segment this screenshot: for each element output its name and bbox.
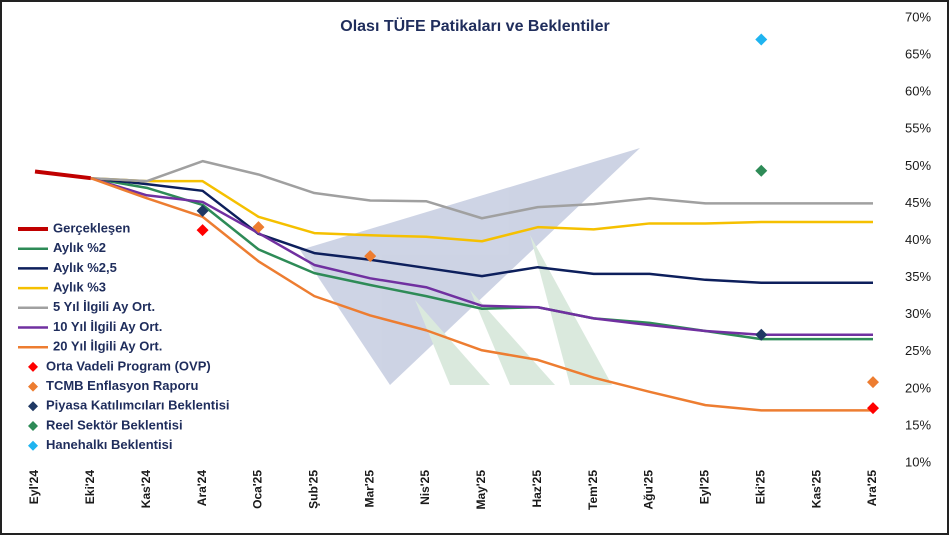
x-tick-label: Kas'25 [809, 470, 823, 509]
x-tick-label: Oca'25 [251, 470, 265, 509]
legend-swatch [28, 421, 38, 431]
x-tick-label: Eki'24 [83, 470, 97, 505]
legend-label: Orta Vadeli Program (OVP) [46, 358, 211, 373]
watermark-shape [470, 290, 555, 385]
legend-label: Aylık %2,5 [53, 260, 117, 275]
legend-label: Gerçekleşen [53, 220, 130, 235]
legend-swatch [28, 401, 38, 412]
x-tick-label: Nis'25 [418, 470, 432, 505]
series-line [90, 159, 873, 220]
x-tick-label: Ağu'25 [642, 470, 656, 510]
marker [867, 402, 879, 415]
x-tick-label: Eki'25 [753, 470, 767, 505]
legend-label: TCMB Enflasyon Raporu [46, 378, 198, 393]
watermark-shape [530, 235, 612, 385]
y-tick-label: 45% [905, 195, 931, 210]
series-line [34, 169, 92, 181]
series-line [90, 177, 873, 336]
series-line [90, 176, 873, 243]
series-line [90, 177, 873, 412]
x-tick-label: Ara'25 [865, 470, 879, 507]
y-tick-label: 20% [905, 380, 931, 395]
marker [364, 250, 377, 263]
legend-swatch [28, 361, 38, 372]
series-line [90, 176, 873, 341]
marker [252, 221, 265, 234]
legend-swatch [28, 381, 38, 392]
legend-label: 5 Yıl İlgili Ay Ort. [53, 299, 155, 314]
legend-label: Reel Sektör Beklentisi [46, 417, 183, 432]
legend-label: Aylık %2 [53, 240, 106, 255]
y-tick-label: 15% [905, 417, 931, 432]
y-tick-label: 55% [905, 121, 931, 136]
legend-label: Hanehalkı Beklentisi [46, 437, 172, 452]
legend-label: 10 Yıl İlgili Ay Ort. [53, 319, 162, 334]
x-tick-label: Eyl'25 [698, 470, 712, 505]
y-tick-label: 35% [905, 269, 931, 284]
y-tick-label: 25% [905, 343, 931, 358]
legend-label: Aylık %3 [53, 280, 106, 295]
y-tick-label: 50% [905, 158, 931, 173]
x-tick-label: Şub'25 [307, 470, 321, 509]
legend-label: 20 Yıl İlgili Ay Ort. [53, 339, 162, 354]
marker [196, 224, 209, 237]
y-tick-label: 30% [905, 306, 931, 321]
x-tick-label: May'25 [474, 470, 488, 510]
x-tick-label: Mar'25 [362, 470, 376, 508]
series-line [90, 176, 873, 285]
y-tick-label: 10% [905, 454, 931, 469]
watermark-shape [415, 300, 490, 385]
marker [867, 376, 879, 389]
marker [755, 164, 768, 177]
legend-swatch [28, 440, 38, 451]
marker [196, 204, 209, 217]
marker [755, 328, 768, 341]
x-tick-label: Ara'24 [195, 470, 209, 507]
x-tick-label: Haz'25 [530, 470, 544, 508]
y-tick-label: 40% [905, 232, 931, 247]
y-tick-label: 70% [905, 9, 931, 24]
x-tick-label: Kas'24 [139, 470, 153, 509]
marker [755, 33, 768, 46]
x-tick-label: Tem'25 [586, 470, 600, 510]
y-tick-label: 60% [905, 84, 931, 99]
chart-title: Olası TÜFE Patikaları ve Beklentiler [340, 16, 609, 35]
legend-label: Piyasa Katılımcıları Beklentisi [46, 398, 230, 413]
x-tick-label: Eyl'24 [27, 470, 41, 505]
y-tick-label: 65% [905, 47, 931, 62]
